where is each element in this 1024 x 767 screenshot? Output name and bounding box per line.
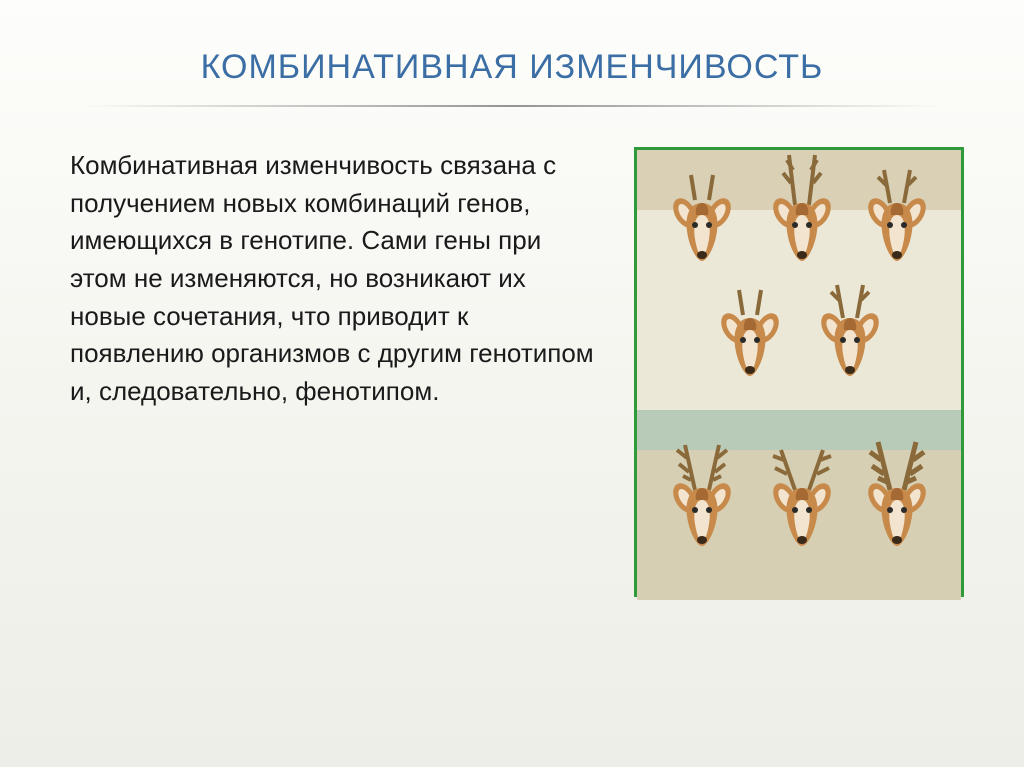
deer-head	[862, 450, 932, 560]
deer-head	[667, 165, 737, 275]
background-band	[637, 410, 961, 450]
deer-illustration	[634, 147, 964, 597]
deer-head	[715, 280, 785, 390]
deer-head	[815, 280, 885, 390]
deer-head	[862, 165, 932, 275]
deer-head	[767, 450, 837, 560]
body-text: Комбинативная изменчивость связана с пол…	[70, 147, 594, 597]
deer-head	[667, 450, 737, 560]
slide-title: КОМБИНАТИВНАЯ ИЗМЕНЧИВОСТЬ	[0, 0, 1024, 87]
deer-head	[767, 165, 837, 275]
content-row: Комбинативная изменчивость связана с пол…	[0, 107, 1024, 597]
